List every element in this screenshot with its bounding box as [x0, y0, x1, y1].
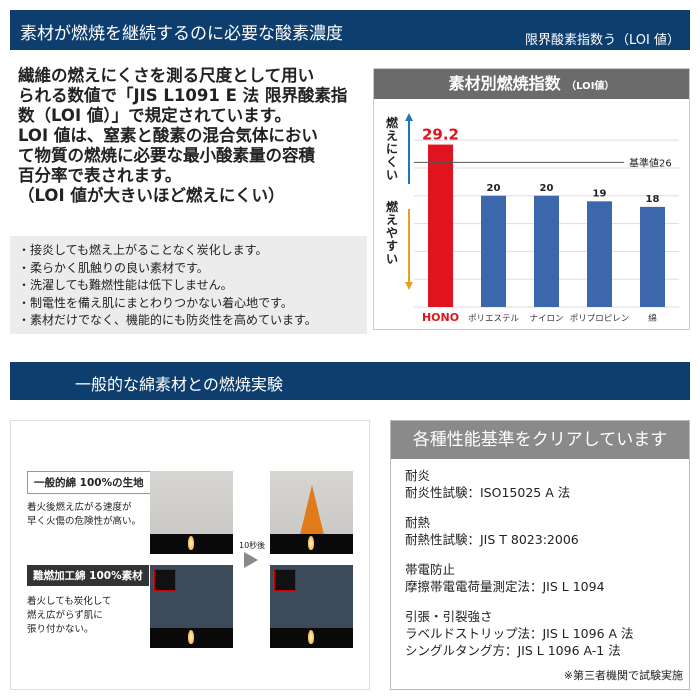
- hono-logo-icon: [154, 569, 176, 591]
- category-label: 綿: [648, 313, 657, 324]
- performance-item: 耐熱耐熱性試験：JIS T 8023:2006: [405, 514, 675, 548]
- header-title: 素材が燃焼を継続するのに必要な酸素濃度: [20, 24, 343, 44]
- normal-after-photo: [270, 471, 353, 554]
- intro-line: LOI 値は、窒素と酸素の混合気体におい: [18, 126, 318, 145]
- up-label: 燃えにくい: [386, 116, 399, 182]
- item-heading: 引張・引裂強さ: [405, 609, 493, 624]
- fr-cotton-desc: 着火しても炭化して 燃え広がらず肌に 張り付かない。: [27, 595, 111, 637]
- desc-line: 着火後燃え広がる速度が: [27, 502, 132, 513]
- chart-title-text: 素材別燃焼指数: [448, 74, 561, 93]
- feature-list: ・接炎しても燃え上がることなく炭化します。 ・柔らかく肌触りの良い素材です。 ・…: [10, 236, 367, 334]
- normal-cotton-desc: 着火後燃え広がる速度が 早く火傷の危険性が高い。: [27, 501, 141, 529]
- category-label: ナイロン: [529, 314, 563, 324]
- reference-label: 基準値26: [629, 156, 672, 169]
- feature-item: ・制電性を備え肌にまとわりつかない着心地です。: [18, 295, 293, 310]
- up-arrowhead-icon: [405, 113, 413, 121]
- flame-icon: [188, 630, 194, 644]
- down-arrowhead-icon: [405, 282, 413, 290]
- bar-value-label: 20: [487, 183, 501, 194]
- desc-line: 張り付かない。: [27, 624, 94, 635]
- item-line: 耐熱性試験：JIS T 8023:2006: [405, 532, 579, 547]
- item-heading: 帯電防止: [405, 562, 456, 577]
- intro-line: 繊維の燃えにくさを測る尺度として用い: [18, 66, 315, 85]
- chart-title-suffix: （LOI値）: [566, 81, 615, 92]
- performance-item: 耐炎耐炎性試験：ISO15025 A 法: [405, 467, 675, 501]
- category-label: ポリプロピレン: [570, 314, 630, 324]
- bar-4: [640, 206, 665, 307]
- normal-cotton-label: 一般的綿 100%の生地: [27, 471, 151, 494]
- category-label: ポリエステル: [468, 314, 520, 324]
- arrow-right-icon: [244, 552, 258, 568]
- chart-title: 素材別燃焼指数 （LOI値）: [374, 69, 689, 99]
- loi-chart: 素材別燃焼指数 （LOI値） 29.2 HONO 20 ポリエステル 20 ナイロン 19 ポ…: [373, 68, 690, 330]
- section-banner: 一般的な綿素材との燃焼実験: [10, 362, 690, 400]
- desc-line: 燃え広がらず肌に: [27, 610, 103, 621]
- feature-item: ・接炎しても燃え上がることなく炭化します。: [18, 243, 268, 257]
- time-label: 10秒後: [239, 541, 266, 550]
- item-heading: 耐熱: [405, 515, 431, 530]
- bar-0: [428, 144, 453, 307]
- bar-1: [481, 195, 506, 307]
- header-banner: 素材が燃焼を継続するのに必要な酸素濃度 限界酸素指数う（LOI 値）: [10, 10, 690, 50]
- item-line: ラベルドストリップ法：JIS L 1096 A 法: [405, 626, 634, 641]
- feature-item: ・柔らかく肌触りの良い素材です。: [18, 260, 209, 275]
- intro-line: て物質の燃焼に必要な最小酸素量の容積: [18, 146, 315, 165]
- burn-experiment: 一般的綿 100%の生地 着火後燃え広がる速度が 早く火傷の危険性が高い。 難燃…: [10, 420, 370, 690]
- desc-line: 着火しても炭化して: [27, 596, 112, 607]
- performance-item: 帯電防止摩擦帯電電荷量測定法：JIS L 1094: [405, 561, 675, 595]
- bar-3: [587, 201, 612, 307]
- desc-line: 早く火傷の危険性が高い。: [27, 516, 142, 527]
- intro-line: られる数値で「JIS L1091 E 法 限界酸素指: [18, 86, 348, 105]
- performance-panel: 各種性能基準をクリアしています 耐炎 耐炎性試験：ISO15025 A 法 耐熱耐…: [390, 420, 690, 690]
- performance-title: 各種性能基準をクリアしています: [391, 421, 689, 459]
- fr-before-photo: [150, 565, 233, 648]
- section-title: 一般的な綿素材との燃焼実験: [75, 375, 283, 394]
- item-line: 摩擦帯電電荷量測定法：JIS L 1094: [405, 579, 605, 594]
- normal-before-photo: [150, 471, 233, 554]
- bar-value-label: 29.2: [422, 126, 459, 144]
- intro-line: 百分率で表されます。: [18, 166, 182, 185]
- bar-2: [534, 195, 559, 307]
- flame-icon: [188, 536, 194, 550]
- performance-item: 引張・引裂強さラベルドストリップ法：JIS L 1096 A 法シングルタング方…: [405, 608, 675, 659]
- intro-line: 数（LOI 値）」で規定されています。: [18, 106, 291, 125]
- feature-item: ・素材だけでなく、機能的にも防炎性を高めています。: [18, 313, 317, 327]
- intro-text: 繊維の燃えにくさを測る尺度として用い られる数値で「JIS L1091 E 法 …: [18, 66, 368, 206]
- flame-icon: [308, 630, 314, 644]
- bar-value-label: 19: [593, 188, 607, 199]
- intro-line: （LOI 値が大きいほど燃えにくい）: [18, 186, 285, 205]
- hono-logo-icon: [274, 569, 296, 591]
- fire-icon: [300, 485, 324, 535]
- header-subtitle: 限界酸素指数う（LOI 値）: [525, 33, 680, 48]
- chart-svg: 29.2 HONO 20 ポリエステル 20 ナイロン 19 ポリプロピレン 18 綿 基準値26: [405, 113, 679, 324]
- item-line: 耐炎性試験：ISO15025 A 法: [405, 485, 571, 500]
- fr-after-photo: [270, 565, 353, 648]
- performance-note: ※第三者機関で試験実施: [563, 669, 683, 682]
- bar-value-label: 18: [646, 194, 660, 205]
- bar-value-label: 20: [540, 183, 554, 194]
- down-label: 燃えやすい: [386, 200, 399, 266]
- item-heading: 耐炎: [405, 468, 431, 483]
- fr-cotton-label: 難燃加工綿 100%素材: [27, 565, 149, 586]
- item-line: シングルタング方：JIS L 1096 A-1 法: [405, 643, 621, 658]
- flame-icon: [308, 536, 314, 550]
- feature-item: ・洗濯しても難燃性能は低下しません。: [18, 278, 233, 292]
- category-label: HONO: [422, 311, 459, 324]
